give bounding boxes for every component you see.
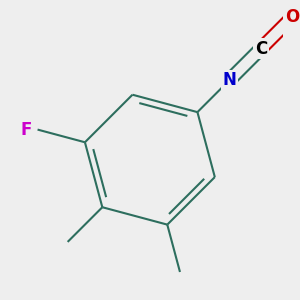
Text: C: C	[255, 40, 267, 58]
Text: O: O	[285, 8, 300, 26]
Text: N: N	[222, 71, 236, 89]
Text: F: F	[21, 121, 32, 139]
